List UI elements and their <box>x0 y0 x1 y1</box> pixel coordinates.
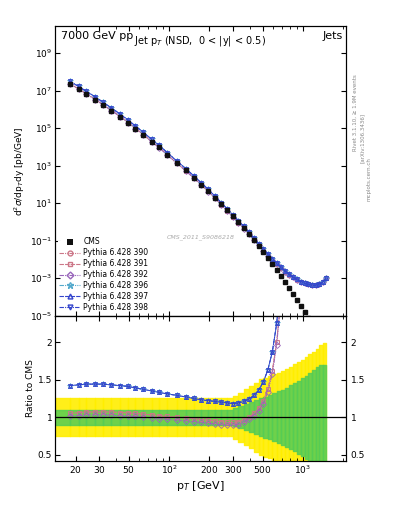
Y-axis label: d$^{2}\sigma$/dp$_{T}$dy [pb/GeV]: d$^{2}\sigma$/dp$_{T}$dy [pb/GeV] <box>13 126 27 216</box>
Text: [arXiv:1306.3436]: [arXiv:1306.3436] <box>360 113 365 163</box>
X-axis label: p$_{T}$ [GeV]: p$_{T}$ [GeV] <box>176 479 225 493</box>
Text: Jets: Jets <box>323 31 343 41</box>
Y-axis label: Ratio to CMS: Ratio to CMS <box>26 359 35 417</box>
Text: mcplots.cern.ch: mcplots.cern.ch <box>366 157 371 201</box>
Text: CMS_2011_S9086218: CMS_2011_S9086218 <box>166 234 235 240</box>
Text: 7000 GeV pp: 7000 GeV pp <box>61 31 133 41</box>
Text: Jet p$_{T}$ (NSD,  0 < |y| < 0.5): Jet p$_{T}$ (NSD, 0 < |y| < 0.5) <box>134 34 266 48</box>
Text: Rivet 3.1.10, ≥ 1.9M events: Rivet 3.1.10, ≥ 1.9M events <box>353 74 358 151</box>
Legend: CMS, Pythia 6.428 390, Pythia 6.428 391, Pythia 6.428 392, Pythia 6.428 396, Pyt: CMS, Pythia 6.428 390, Pythia 6.428 391,… <box>57 236 150 313</box>
